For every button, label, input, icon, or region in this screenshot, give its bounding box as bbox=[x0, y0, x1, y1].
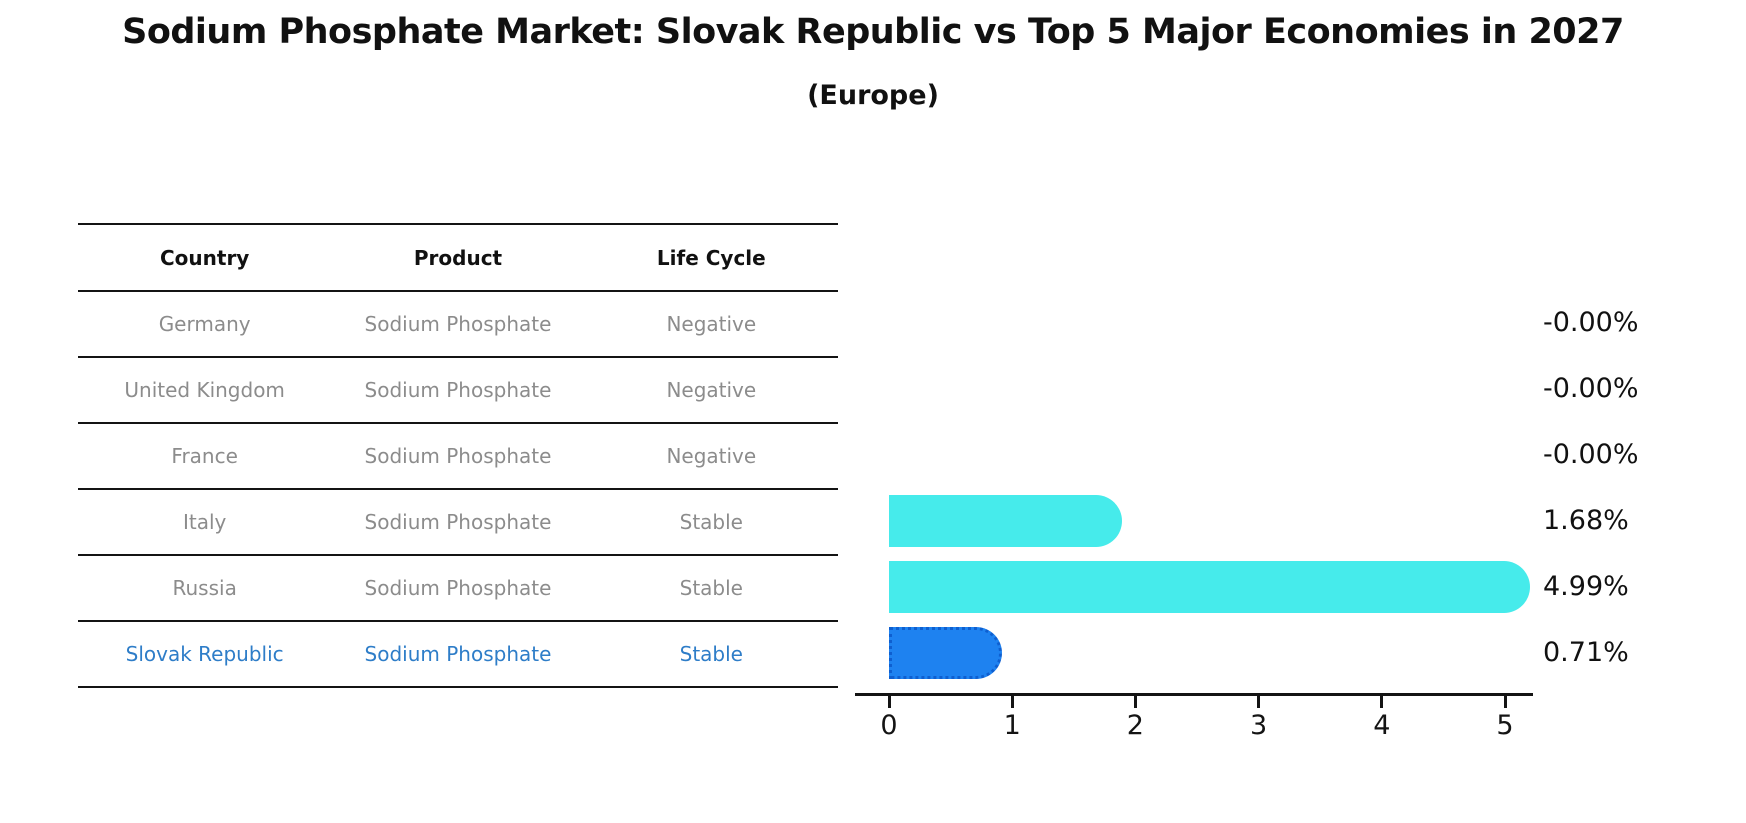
value-label: -0.00% bbox=[1543, 373, 1639, 404]
cell-country: Russia bbox=[172, 576, 237, 600]
x-axis-tick-label: 1 bbox=[1003, 710, 1021, 741]
cell-product: Sodium Phosphate bbox=[364, 576, 552, 600]
chart-title: Sodium Phosphate Market: Slovak Republic… bbox=[122, 12, 1624, 52]
cell-life-cycle: Negative bbox=[666, 312, 757, 336]
cell-life-cycle: Stable bbox=[679, 576, 743, 600]
x-axis-tick bbox=[1133, 696, 1137, 708]
comparison-table: Country Product Life Cycle Germany Sodium P… bbox=[78, 223, 838, 688]
x-axis-tick bbox=[887, 696, 891, 708]
table-row: Italy Sodium Phosphate Stable bbox=[78, 490, 838, 556]
x-axis-tick bbox=[1380, 696, 1384, 708]
table-header-row: Country Product Life Cycle bbox=[78, 225, 838, 292]
cell-life-cycle: Stable bbox=[679, 510, 743, 534]
cell-life-cycle: Negative bbox=[666, 378, 757, 402]
value-label: -0.00% bbox=[1543, 439, 1639, 470]
cell-life-cycle: Stable bbox=[679, 642, 743, 666]
header-cell-country: Country bbox=[159, 245, 250, 270]
table-row: United Kingdom Sodium Phosphate Negative bbox=[78, 358, 838, 424]
x-axis-tick bbox=[1257, 696, 1261, 708]
table-row: Slovak Republic Sodium Phosphate Stable bbox=[78, 622, 838, 688]
x-axis-line bbox=[855, 693, 1533, 696]
cell-country: United Kingdom bbox=[124, 378, 285, 402]
cell-product: Sodium Phosphate bbox=[364, 312, 552, 336]
x-axis-tick bbox=[1503, 696, 1507, 708]
cell-life-cycle: Negative bbox=[666, 444, 757, 468]
cell-country: France bbox=[171, 444, 238, 468]
cell-product: Sodium Phosphate bbox=[364, 378, 552, 402]
cell-product: Sodium Phosphate bbox=[364, 444, 552, 468]
x-axis-tick bbox=[1010, 696, 1014, 708]
cell-country: Germany bbox=[158, 312, 251, 336]
bar bbox=[889, 495, 1122, 547]
x-axis-tick-label: 4 bbox=[1373, 710, 1391, 741]
bar bbox=[889, 561, 1530, 613]
value-label: 0.71% bbox=[1543, 637, 1629, 668]
table-row: France Sodium Phosphate Negative bbox=[78, 424, 838, 490]
cell-country: Italy bbox=[182, 510, 227, 534]
cell-product: Sodium Phosphate bbox=[364, 642, 552, 666]
value-label: 4.99% bbox=[1543, 571, 1629, 602]
bar-highlight bbox=[889, 627, 1003, 679]
x-axis-tick-label: 0 bbox=[880, 710, 898, 741]
chart-subtitle: (Europe) bbox=[807, 80, 939, 111]
cell-country: Slovak Republic bbox=[125, 642, 284, 666]
header-cell-product: Product bbox=[413, 245, 503, 270]
value-label: 1.68% bbox=[1543, 505, 1629, 536]
header-cell-life-cycle: Life Cycle bbox=[656, 245, 766, 270]
table-row: Russia Sodium Phosphate Stable bbox=[78, 556, 838, 622]
value-label: -0.00% bbox=[1543, 307, 1639, 338]
table-row: Germany Sodium Phosphate Negative bbox=[78, 292, 838, 358]
x-axis-tick-label: 3 bbox=[1250, 710, 1268, 741]
x-axis-tick-label: 5 bbox=[1496, 710, 1514, 741]
x-axis-tick-label: 2 bbox=[1126, 710, 1144, 741]
cell-product: Sodium Phosphate bbox=[364, 510, 552, 534]
